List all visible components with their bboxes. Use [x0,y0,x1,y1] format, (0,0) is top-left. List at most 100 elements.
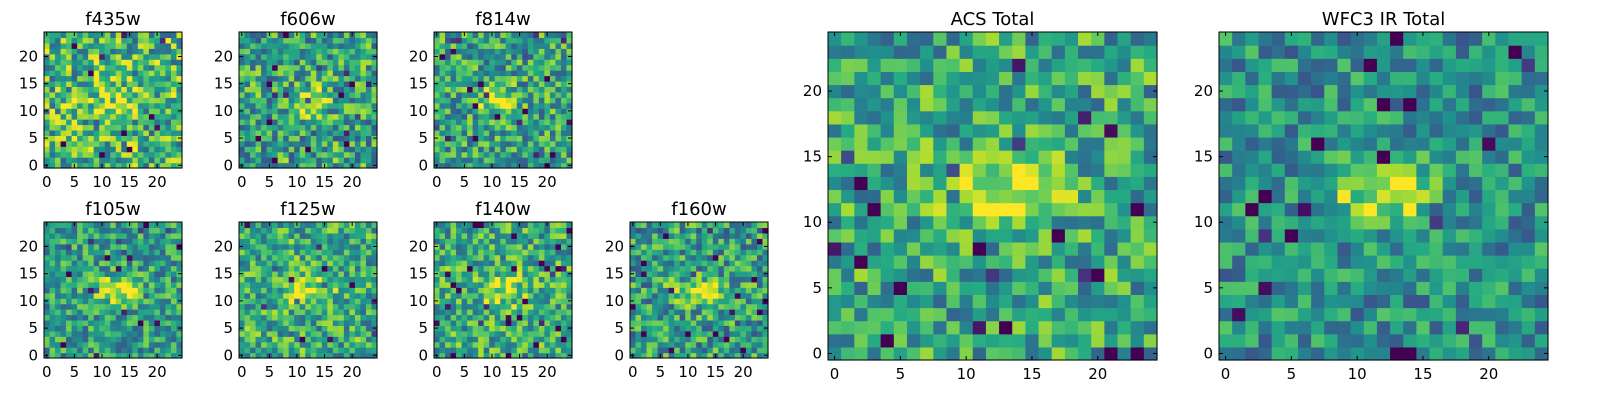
y-tick-label: 10 [214,102,233,120]
heatmap-cell [893,255,908,269]
heatmap-cell [299,303,306,310]
heatmap-cell [310,97,317,104]
heatmap-cell [115,140,122,147]
heatmap-cell [305,347,312,354]
heatmap-cell [472,124,479,131]
heatmap-cell [316,102,323,109]
heatmap-cell [349,276,356,283]
heatmap-cell [239,97,246,104]
heatmap-cell [126,97,133,104]
heatmap-cell [288,227,295,234]
heatmap-cell [49,276,56,283]
heatmap-cell [1064,307,1079,322]
heatmap-cell [841,215,855,230]
heatmap-cell [88,292,95,299]
heatmap-cell [445,314,452,321]
heatmap-cell [533,222,540,229]
heatmap-cell [110,75,117,82]
heatmap-cell [635,303,642,310]
heatmap-cell [261,238,268,245]
heatmap-cell [729,314,736,321]
heatmap-cell [288,32,295,39]
heatmap-cell [690,325,697,332]
heatmap-cell [244,232,251,239]
heatmap-cell [110,265,117,272]
heatmap-cell [544,238,551,245]
heatmap-cell [472,265,479,272]
heatmap-cell [494,64,501,71]
heatmap-cell [349,325,356,332]
heatmap-cell [250,42,257,49]
heatmap-cell [439,276,446,283]
heatmap-cell [104,70,111,77]
heatmap-cell [641,303,648,310]
heatmap-cell [66,102,73,109]
x-tick-label: 5 [460,363,470,381]
heatmap-cell [668,238,675,245]
heatmap-cell [49,108,56,115]
heatmap-cell [88,249,95,256]
heatmap-cell [494,330,501,337]
heatmap-cell [121,249,128,256]
heatmap-cell [49,80,56,87]
heatmap-cell [88,119,95,126]
heatmap-cell [165,238,172,245]
heatmap-cell [555,347,562,354]
heatmap-cell [349,75,356,82]
heatmap-cell [560,227,568,234]
heatmap-cell [148,129,155,136]
heatmap-cell [55,292,62,299]
heatmap-cell [999,150,1013,164]
y-tick-label: 5 [418,319,428,337]
heatmap-cell [77,347,84,354]
heatmap-cell [310,80,317,87]
heatmap-cell [93,32,100,39]
heatmap-cell [354,135,362,142]
heatmap-cell [321,53,328,60]
heatmap-cell [566,330,573,337]
heatmap-cell [972,255,987,269]
heatmap-cell [674,265,681,272]
heatmap-cell [170,59,178,66]
heatmap-cell [327,59,334,66]
axes-frame [238,31,378,169]
heatmap-cell [566,265,573,272]
heatmap-cell [360,37,367,44]
heatmap-cell [527,336,534,343]
heatmap-cell [478,227,485,234]
heatmap-cell [701,292,708,299]
heatmap-cell [310,309,317,316]
heatmap-cell [679,292,686,299]
heatmap-cell [1064,189,1079,204]
heatmap-cell [88,238,95,245]
heatmap-cell [1064,202,1079,217]
heatmap-cell [299,151,306,158]
heatmap-cell [674,238,681,245]
heatmap-cell [321,303,328,310]
heatmap-cell [566,86,573,93]
heatmap-cell [132,347,139,354]
heatmap-cell [500,157,507,164]
heatmap-cell [244,157,251,164]
heatmap-cell [946,281,961,295]
heatmap-cell [148,270,155,277]
heatmap-cell [527,270,534,277]
heatmap-cell [44,157,51,164]
heatmap-cell [255,232,262,239]
x-tick-label: 15 [706,363,725,381]
heatmap-cell [439,42,446,49]
heatmap-cell [305,260,312,267]
heatmap-cell [663,270,670,277]
heatmap-cell [332,352,339,359]
heatmap-cell [516,325,523,332]
heatmap-cell [985,320,1000,335]
heatmap-cell [544,108,551,115]
heatmap-cell [560,70,568,77]
heatmap-cell [310,129,317,136]
heatmap-cell [668,319,675,326]
heatmap-cell [338,42,345,49]
heatmap-cell [1091,228,1105,243]
heatmap-cell [1012,255,1026,269]
heatmap-cell [489,102,496,109]
heatmap-cell [321,37,328,44]
